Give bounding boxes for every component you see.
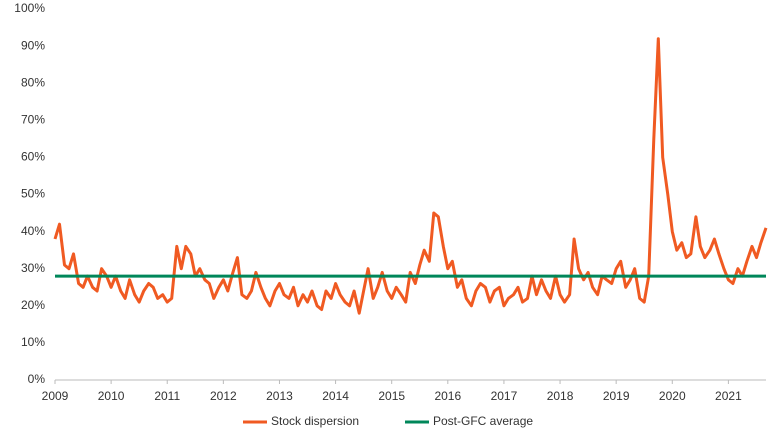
x-tick-label: 2016 bbox=[434, 389, 461, 403]
y-tick-label: 30% bbox=[21, 261, 45, 275]
x-tick-label: 2017 bbox=[491, 389, 518, 403]
y-tick-label: 60% bbox=[21, 150, 45, 164]
y-tick-label: 50% bbox=[21, 187, 45, 201]
y-tick-label: 80% bbox=[21, 75, 45, 89]
x-tick-label: 2015 bbox=[378, 389, 405, 403]
x-tick-label: 2018 bbox=[547, 389, 574, 403]
series-line bbox=[53, 37, 768, 315]
y-tick-label: 70% bbox=[21, 112, 45, 126]
y-tick-label: 100% bbox=[14, 1, 45, 15]
y-tick-label: 10% bbox=[21, 335, 45, 349]
x-tick-label: 2011 bbox=[154, 389, 180, 403]
x-tick-label: 2019 bbox=[603, 389, 630, 403]
x-tick-label: 2014 bbox=[322, 389, 349, 403]
x-tick-label: 2013 bbox=[266, 389, 293, 403]
y-tick-label: 40% bbox=[21, 224, 45, 238]
x-tick-label: 2020 bbox=[659, 389, 686, 403]
legend-label: Post-GFC average bbox=[433, 414, 533, 428]
x-tick-label: 2009 bbox=[42, 389, 69, 403]
x-tick-label: 2010 bbox=[98, 389, 125, 403]
y-tick-label: 20% bbox=[21, 298, 45, 312]
y-tick-label: 0% bbox=[28, 372, 46, 386]
x-tick-label: 2012 bbox=[210, 389, 237, 403]
x-tick-label: 2021 bbox=[715, 389, 742, 403]
y-tick-label: 90% bbox=[21, 38, 45, 52]
legend-label: Stock dispersion bbox=[271, 414, 359, 428]
